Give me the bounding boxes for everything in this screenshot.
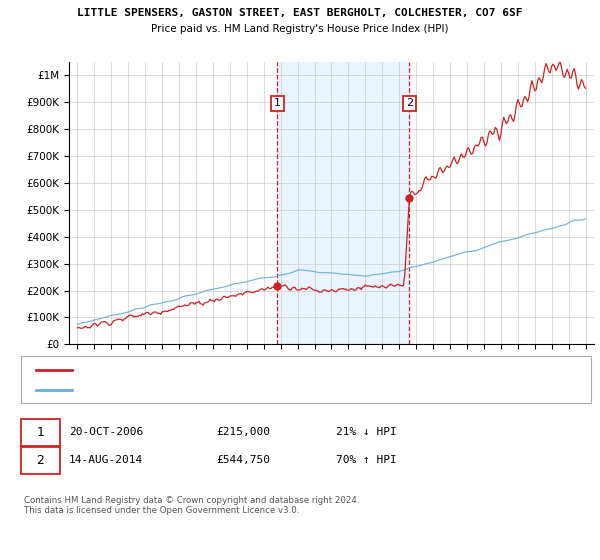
Text: 2: 2 [36,454,44,467]
Text: 2: 2 [406,99,413,108]
Text: 20-OCT-2006: 20-OCT-2006 [69,427,143,437]
Text: 14-AUG-2014: 14-AUG-2014 [69,455,143,465]
Text: Price paid vs. HM Land Registry's House Price Index (HPI): Price paid vs. HM Land Registry's House … [151,24,449,34]
Text: 21% ↓ HPI: 21% ↓ HPI [336,427,397,437]
Text: Contains HM Land Registry data © Crown copyright and database right 2024.
This d: Contains HM Land Registry data © Crown c… [24,496,359,515]
Text: £544,750: £544,750 [216,455,270,465]
Text: LITTLE SPENSERS, GASTON STREET, EAST BERGHOLT, COLCHESTER, CO7 6SF: LITTLE SPENSERS, GASTON STREET, EAST BER… [77,8,523,18]
Text: £215,000: £215,000 [216,427,270,437]
Text: LITTLE SPENSERS, GASTON STREET, EAST BERGHOLT, COLCHESTER, CO7 6SF (detached): LITTLE SPENSERS, GASTON STREET, EAST BER… [78,365,513,375]
Text: 70% ↑ HPI: 70% ↑ HPI [336,455,397,465]
Text: 1: 1 [36,426,44,439]
Text: HPI: Average price, detached house, Babergh: HPI: Average price, detached house, Babe… [78,385,300,395]
Bar [277,62,409,344]
Text: 1: 1 [274,99,281,108]
